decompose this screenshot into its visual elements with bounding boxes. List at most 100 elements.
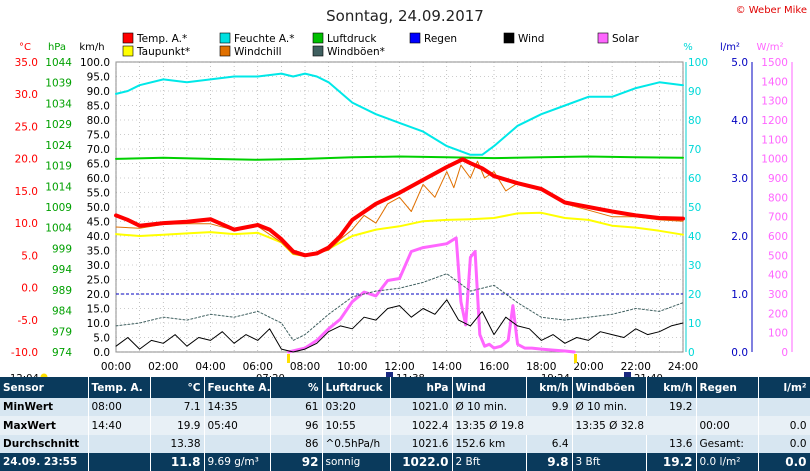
table-cell: 08:00: [88, 398, 151, 417]
y-tick-label: 80.0: [87, 115, 110, 127]
sunrise-label: 07:20: [256, 373, 285, 377]
y-tick-label: 70: [688, 144, 701, 156]
x-tick-label: 24:00: [668, 361, 698, 373]
y-tick-label: 50: [688, 202, 701, 214]
y-tick-label: 90.0: [87, 86, 110, 98]
x-tick-label: 02:00: [148, 361, 178, 373]
header-cell: Feuchte A.: [204, 377, 271, 399]
y-tick-label: 25.0: [87, 275, 110, 287]
footer-cell: 92: [270, 452, 323, 471]
moonrise-label: 12:04: [10, 373, 39, 377]
header-cell: °C: [150, 377, 205, 399]
y-tick-label: 40: [688, 231, 701, 243]
table-cell: 19.9: [150, 416, 205, 435]
y-tick-label: 400: [768, 270, 788, 282]
table-cell: Durchschnitt: [0, 434, 89, 453]
y-tick-label: 80: [688, 115, 701, 127]
y-tick-label: 1039: [45, 78, 72, 90]
y-tick-label: 30: [688, 260, 701, 272]
y-tick-label: 4.0: [731, 115, 748, 127]
legend-label: Temp. A.*: [136, 33, 187, 45]
y-tick-label: 994: [52, 264, 72, 276]
y-tick-label: 10: [688, 318, 701, 330]
table-cell: MaxWert: [0, 416, 89, 435]
legend-swatch: [312, 45, 324, 57]
footer-cell: 11.8: [150, 452, 205, 471]
table-cell: 1021.6: [390, 434, 453, 453]
y-tick-label: 95.0: [87, 72, 110, 84]
y-tick-label: 0.0: [93, 347, 110, 359]
y-tick-label: 100.0: [80, 57, 110, 69]
y-tick-label: 55.0: [87, 188, 110, 200]
y-tick-label: 70.0: [87, 144, 110, 156]
table-cell: [88, 434, 151, 453]
legend-swatch: [503, 32, 515, 44]
y-tick-label: 15.0: [15, 186, 38, 198]
y-tick-label: 5.0: [21, 250, 38, 262]
table-cell: 152.6 km: [452, 434, 527, 453]
table-cell: 6.4: [526, 434, 573, 453]
legend-swatch: [409, 32, 421, 44]
y-tick-label: -10.0: [11, 347, 38, 359]
table-cell: 13.38: [150, 434, 205, 453]
table-cell: [204, 434, 271, 453]
y-tick-label: 900: [768, 173, 788, 185]
footer-cell: 19.2: [646, 452, 697, 471]
series-line: [287, 236, 576, 354]
x-tick-label: 00:00: [101, 361, 131, 373]
chart-title: Sonntag, 24.09.2017: [326, 7, 484, 25]
axis-unit-label: l/m²: [720, 42, 740, 53]
table-cell: ^0.5hPa/h: [322, 434, 391, 453]
y-tick-label: 20.0: [87, 289, 110, 301]
x-tick-label: 06:00: [243, 361, 273, 373]
y-tick-label: 1.0: [731, 289, 748, 301]
table-cell: 0.0: [758, 416, 810, 435]
header-cell: Temp. A.: [88, 377, 151, 399]
y-tick-label: 999: [52, 243, 72, 255]
y-tick-label: 20.0: [15, 154, 38, 166]
series-line: [115, 273, 684, 341]
legend-label: Windböen*: [327, 46, 385, 58]
legend-label: Feuchte A.*: [234, 33, 295, 45]
legend-swatch: [312, 32, 324, 44]
y-tick-label: 0: [688, 347, 695, 359]
table-cell: 7.1: [150, 398, 205, 417]
legend-swatch: [219, 32, 231, 44]
y-tick-label: 100: [768, 328, 788, 340]
table-cell: 13:35 Ø 32.8: [572, 416, 697, 435]
table-cell: [758, 398, 810, 417]
y-tick-label: 1009: [45, 202, 72, 214]
y-tick-label: 989: [52, 285, 72, 297]
y-tick-label: 300: [768, 289, 788, 301]
table-cell: [572, 434, 647, 453]
y-tick-label: 200: [768, 308, 788, 320]
y-tick-label: 1500: [761, 57, 788, 69]
y-tick-label: 15.0: [87, 304, 110, 316]
y-tick-label: 20: [688, 289, 701, 301]
footer-cell: 9.69 g/m³: [204, 452, 271, 471]
series-line: [115, 299, 684, 353]
footer-cell: sonnig: [322, 452, 391, 471]
footer-cell: 0.0: [758, 452, 810, 471]
moonset-icon: [624, 372, 631, 377]
footer-cell: 24.09. 23:55: [0, 452, 89, 471]
header-cell: hPa: [390, 377, 453, 399]
table-cell: 86: [270, 434, 323, 453]
table-cell: 1021.0: [390, 398, 453, 417]
table-cell: 03:20: [322, 398, 391, 417]
header-cell: Luftdruck: [322, 377, 391, 399]
y-tick-label: 50.0: [87, 202, 110, 214]
table-cell: 13.6: [646, 434, 697, 453]
y-tick-label: 1004: [45, 223, 72, 235]
y-tick-label: 35.0: [87, 246, 110, 258]
legend-label: Regen: [424, 33, 457, 45]
header-cell: l/m²: [758, 377, 810, 399]
y-tick-label: 974: [52, 347, 72, 359]
series-line: [115, 211, 684, 257]
y-tick-label: 10.0: [15, 218, 38, 230]
y-tick-label: 45.0: [87, 217, 110, 229]
sunset-marker: [574, 354, 577, 363]
table-cell: MinWert: [0, 398, 89, 417]
table-row: Durchschnitt 13.38 86 ^0.5hPa/h 1021.6 1…: [0, 434, 810, 453]
